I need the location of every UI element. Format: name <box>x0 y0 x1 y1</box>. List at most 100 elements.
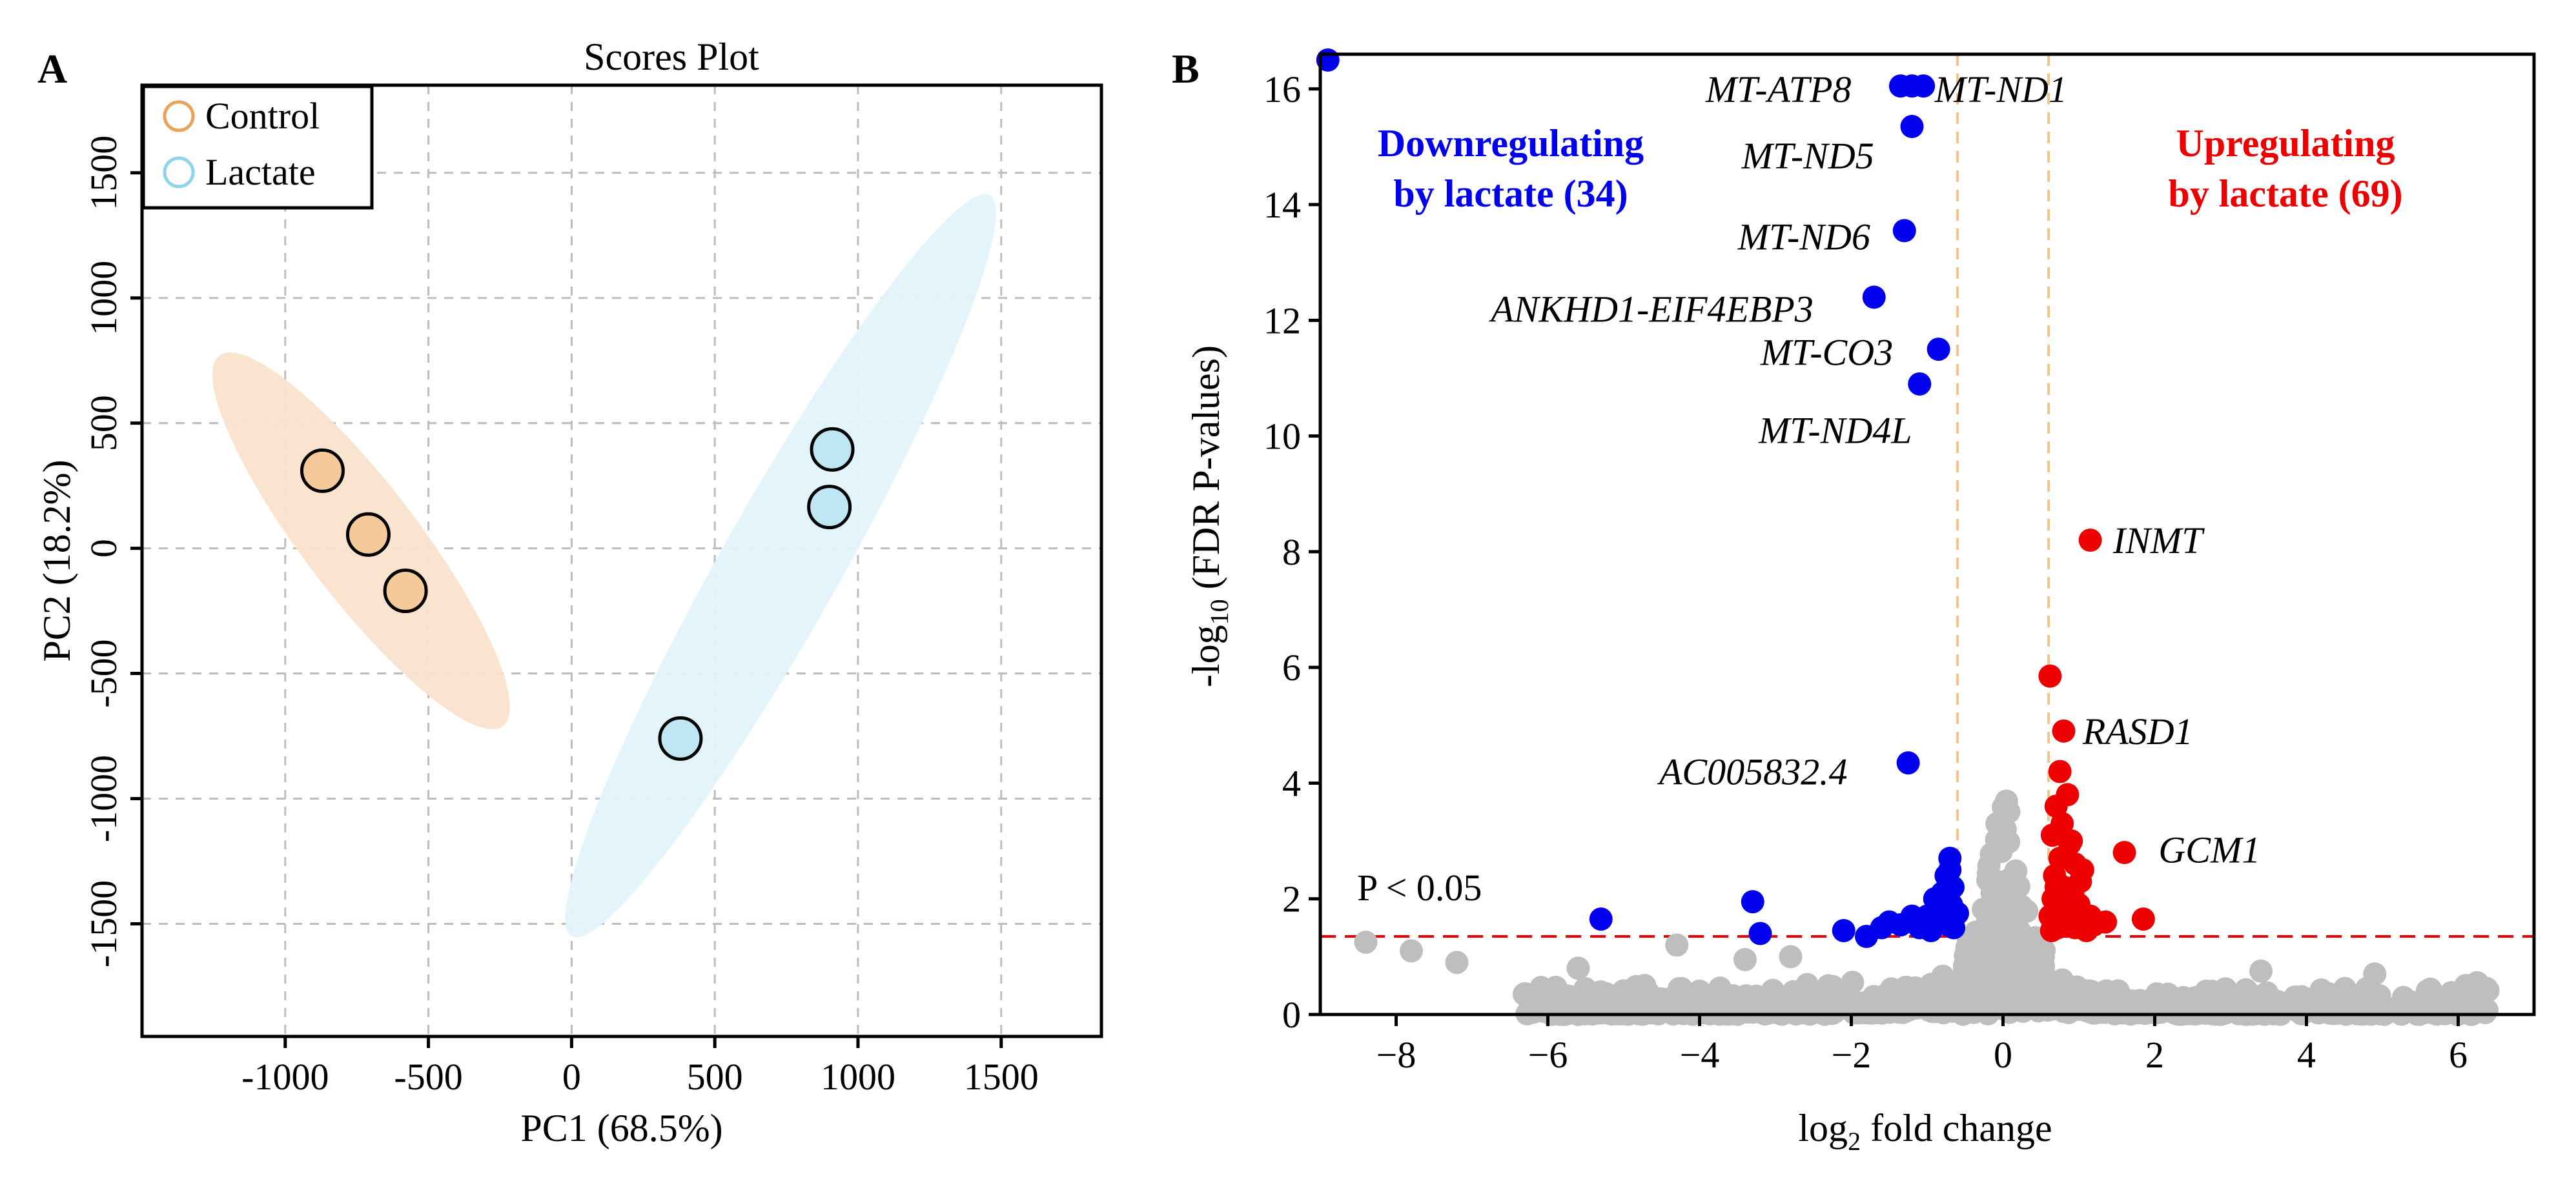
x-tick-label: −6 <box>1528 1034 1568 1076</box>
scores-plot-x-axis-label: PC1 (68.5%) <box>520 1107 722 1149</box>
downregulated-label-line1: Downregulating <box>1378 122 1644 165</box>
gene-label: MT-ND1 <box>1934 68 2067 110</box>
gene-point-downregulated <box>1888 913 1912 937</box>
gene-point-nonsignificant <box>2020 991 2044 1015</box>
gene-point-nonsignificant <box>2016 972 2039 996</box>
gene-point-nonsignificant <box>1736 996 1760 1020</box>
gene-point-downregulated <box>1892 219 1916 243</box>
y-tick-label: 1000 <box>83 261 125 336</box>
volcano-x-axis-label-main: log <box>1798 1107 1848 1149</box>
gene-point-nonsignificant <box>1983 882 2007 906</box>
gene-point-downregulated <box>1748 922 1772 945</box>
y-tick-label: 16 <box>1263 68 1301 110</box>
score-point-control <box>345 512 391 557</box>
upregulated-label-line2: by lactate (69) <box>2168 172 2402 215</box>
scores-plot-legend: Control Lactate <box>141 85 374 210</box>
score-point-lactate <box>807 485 852 530</box>
gene-point-downregulated <box>1862 285 1886 309</box>
x-tick-label: 6 <box>2449 1034 2468 1076</box>
gene-point-upregulated <box>2131 907 2155 931</box>
y-tick-label: 8 <box>1282 531 1301 573</box>
legend-label-control: Control <box>205 95 320 137</box>
gene-point-downregulated <box>1912 74 1936 98</box>
volcano-y-axis-label-sub: 10 <box>1205 599 1234 625</box>
score-point-lactate <box>810 427 855 472</box>
gene-point-downregulated <box>1946 902 1969 925</box>
volcano-upregulated-points <box>2038 528 2155 943</box>
y-tick-label: 10 <box>1263 416 1301 458</box>
y-tick-label: 14 <box>1263 184 1301 226</box>
legend-box <box>141 85 374 210</box>
gene-point-downregulated <box>1908 372 1932 396</box>
y-tick-label: 0 <box>83 539 125 558</box>
x-tick-label: −2 <box>1832 1034 1872 1076</box>
gene-point-nonsignificant <box>2269 1001 2293 1025</box>
volcano-downregulated-points <box>1316 48 1969 948</box>
panel-b-letter: B <box>1172 46 1200 92</box>
gene-point-nonsignificant <box>1987 989 2011 1013</box>
gene-point-nonsignificant <box>1977 854 2001 878</box>
gene-point-nonsignificant <box>1623 978 1647 1002</box>
gene-point-nonsignificant <box>2242 998 2266 1022</box>
y-tick-label: 4 <box>1282 762 1301 804</box>
legend-marker-lactate <box>163 156 195 188</box>
y-tick-label: 500 <box>83 395 125 451</box>
gene-point-downregulated <box>1908 916 1932 940</box>
gene-point-upregulated <box>2038 664 2062 688</box>
gene-point-nonsignificant <box>1878 1000 1902 1024</box>
x-tick-label: −4 <box>1680 1034 1720 1076</box>
gene-point-downregulated <box>1938 858 1962 882</box>
gene-point-upregulated <box>2044 875 2068 899</box>
gene-label: ANKHD1-EIF4EBP3 <box>1488 288 1813 330</box>
gene-point-nonsignificant <box>1996 901 2020 925</box>
gene-point-nonsignificant <box>1761 978 1784 1002</box>
scores-plot-grid <box>142 85 1101 1036</box>
gene-label: INMT <box>2112 520 2205 561</box>
downregulated-annotation: Downregulating by lactate (34) <box>1378 122 1644 215</box>
volcano-x-axis-label-rest: fold change <box>1861 1107 2052 1149</box>
y-tick-label: -500 <box>83 639 125 707</box>
scores-plot-ticks: -1000 -500 0 500 1000 1500 -1500 -1000 -500 0 500 1… <box>83 136 1039 1098</box>
gene-label: MT-ND6 <box>1737 216 1870 257</box>
gene-point-downregulated <box>1589 907 1613 931</box>
gene-label: RASD1 <box>2082 711 2193 752</box>
gene-label: MT-ND4L <box>1758 410 1912 452</box>
gene-point-nonsignificant <box>1952 989 1976 1013</box>
y-tick-label: 6 <box>1282 647 1301 689</box>
confidence-ellipse-lactate <box>565 194 996 938</box>
gene-point-nonsignificant <box>1806 1000 1830 1024</box>
gene-point-nonsignificant <box>1986 961 2010 985</box>
upregulated-label-line1: Upregulating <box>2176 122 2395 165</box>
volcano-gene-labels: MT-ATP8 MT-ND1 MT-ND5 MT-ND6 ANKHD1-EIF4EBP3… <box>1488 68 2260 871</box>
gene-point-upregulated <box>2078 528 2102 552</box>
gene-label: GCM1 <box>2158 829 2260 871</box>
y-tick-label: 2 <box>1282 878 1301 920</box>
gene-point-nonsignificant <box>1400 939 1423 963</box>
gene-point-downregulated <box>1832 919 1855 943</box>
gene-point-nonsignificant <box>1566 956 1590 980</box>
gene-point-nonsignificant <box>2329 998 2353 1022</box>
volcano-plot-ticks: −8 −6 −4 −2 0 2 4 6 0 2 4 6 8 10 12 14 16 <box>1263 68 2468 1076</box>
gene-point-upregulated <box>2058 832 2081 856</box>
score-point-lactate <box>658 716 703 761</box>
gene-label: AC005832.4 <box>1657 751 1848 793</box>
gene-point-downregulated <box>1741 890 1764 914</box>
gene-point-nonsignificant <box>2292 993 2316 1016</box>
volcano-x-axis-label-sub: 2 <box>1848 1127 1861 1156</box>
gene-point-nonsignificant <box>1610 1001 1633 1025</box>
downregulated-label-line2: by lactate (34) <box>1393 172 1628 215</box>
gene-point-nonsignificant <box>1779 945 1803 969</box>
gene-point-upregulated <box>2048 760 2072 783</box>
scores-plot-title: Scores Plot <box>584 35 759 78</box>
gene-point-nonsignificant <box>1354 930 1378 954</box>
gene-point-nonsignificant <box>1979 927 2003 951</box>
y-tick-label: 0 <box>1282 994 1301 1036</box>
x-tick-label: -1000 <box>241 1056 329 1098</box>
gene-point-downregulated <box>1900 115 1924 139</box>
gene-point-downregulated <box>1941 875 1965 899</box>
gene-label: MT-ATP8 <box>1705 68 1852 110</box>
gene-point-nonsignificant <box>2363 962 2387 986</box>
gene-point-nonsignificant <box>1665 933 1689 957</box>
y-tick-label: -1000 <box>83 755 125 842</box>
